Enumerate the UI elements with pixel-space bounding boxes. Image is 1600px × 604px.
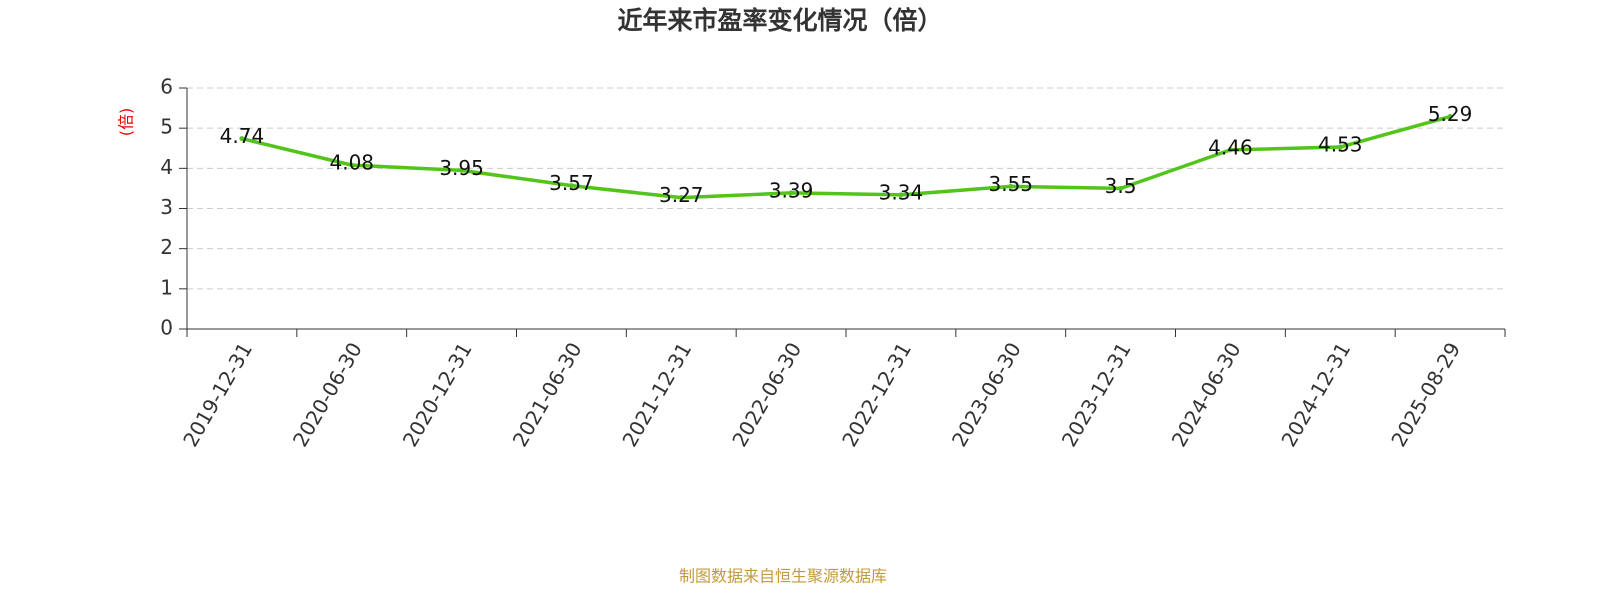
point xyxy=(239,136,245,142)
data-label: 4.46 xyxy=(1208,135,1253,159)
source-note: 制图数据来自恒生聚源数据库 xyxy=(679,567,887,586)
point xyxy=(1008,183,1014,189)
point xyxy=(459,167,465,173)
x-tick-label: 2021-12-31 xyxy=(617,338,696,451)
y-tick-label: 4 xyxy=(160,155,173,179)
y-tick-label: 3 xyxy=(160,195,173,219)
point xyxy=(1447,114,1453,120)
x-tick-label: 2025-08-29 xyxy=(1386,338,1465,451)
y-tick-label: 5 xyxy=(160,115,173,139)
point xyxy=(788,190,794,196)
x-tick-label: 2023-12-31 xyxy=(1057,338,1136,451)
data-label: 3.27 xyxy=(659,183,704,207)
x-tick-label: 2020-12-31 xyxy=(398,338,477,451)
y-axis-label: (倍) xyxy=(117,108,136,137)
x-tick-label: 2024-12-31 xyxy=(1276,338,1355,451)
point xyxy=(1227,147,1233,153)
point xyxy=(1118,185,1124,191)
data-label: 3.55 xyxy=(988,172,1033,196)
data-label: 4.53 xyxy=(1318,133,1363,157)
data-label: 3.5 xyxy=(1105,174,1137,198)
x-tick-label: 2019-12-31 xyxy=(178,338,257,451)
point xyxy=(898,192,904,198)
data-label: 3.95 xyxy=(439,156,484,180)
data-label: 4.08 xyxy=(329,151,374,175)
y-tick-label: 1 xyxy=(160,275,173,299)
point xyxy=(349,162,355,168)
x-tick-label: 2024-06-30 xyxy=(1167,338,1246,451)
x-tick-label: 2023-06-30 xyxy=(947,338,1026,451)
data-label: 4.74 xyxy=(220,124,265,148)
data-label: 3.34 xyxy=(879,180,924,204)
data-label: 3.57 xyxy=(549,171,594,195)
point xyxy=(1337,144,1343,150)
data-label: 3.39 xyxy=(769,178,814,202)
x-tick-label: 2022-12-31 xyxy=(837,338,916,451)
x-tick-label: 2021-06-30 xyxy=(508,338,587,451)
chart-title: 近年来市盈率变化情况（倍） xyxy=(617,6,942,35)
point xyxy=(678,195,684,201)
y-tick-label: 6 xyxy=(160,75,173,99)
x-tick-label: 2020-06-30 xyxy=(288,338,367,451)
point xyxy=(568,183,574,189)
y-tick-label: 0 xyxy=(160,316,173,340)
data-label: 5.29 xyxy=(1428,102,1473,126)
line xyxy=(241,114,1451,200)
y-tick-label: 2 xyxy=(160,235,173,259)
x-tick-label: 2022-06-30 xyxy=(727,338,806,451)
